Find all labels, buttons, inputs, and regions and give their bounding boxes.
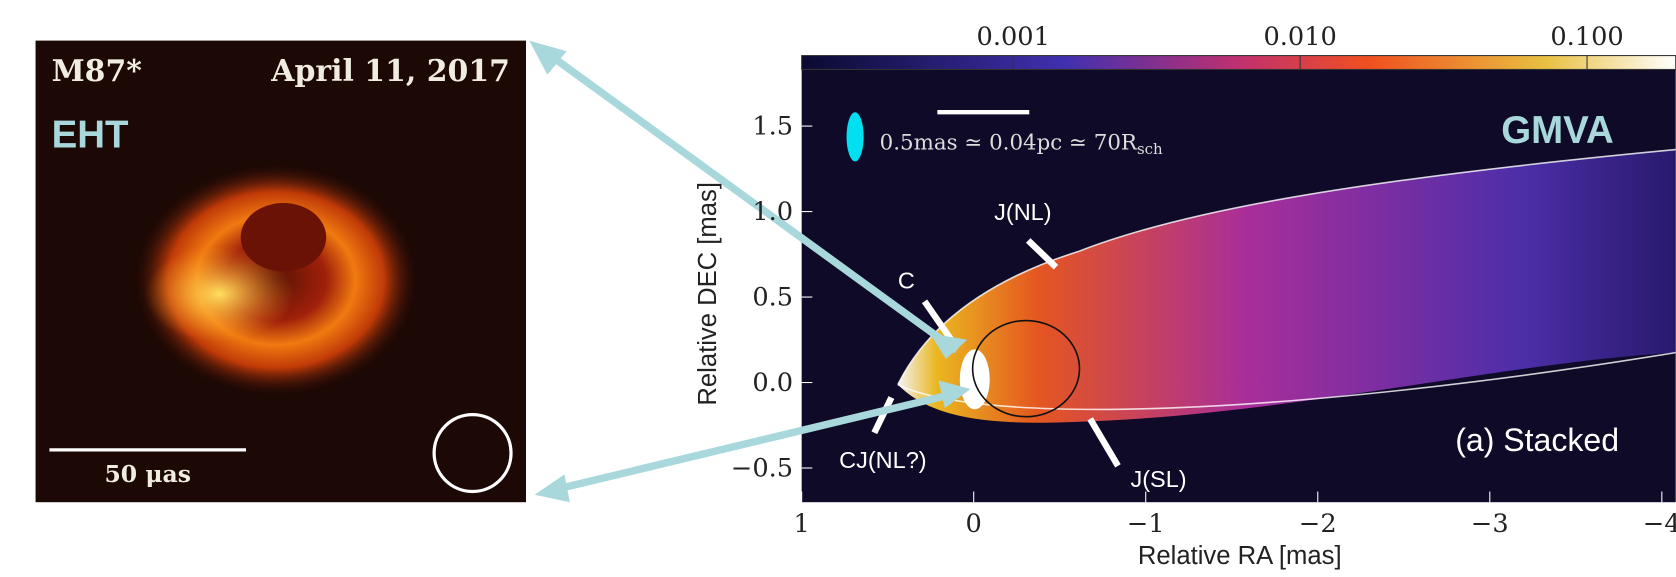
panel-label: (a) Stacked [1455,422,1619,458]
core [959,349,990,410]
colorbar [801,55,1676,70]
scale-note: 0.5mas ≃ 0.04pc ≃ 70Rsch [880,131,1163,158]
connector [555,389,958,494]
jet-emission [897,149,1676,423]
y-tick-label: 0.0 [752,368,793,398]
scale-note-sub: sch [1137,140,1163,158]
colorbar-tick-label: 0.100 [1550,22,1623,52]
scale-note-main: 0.5mas ≃ 0.04pc ≃ 70R [880,131,1138,156]
source-name: M87* [52,54,142,89]
connector [548,52,959,354]
beam [846,112,864,162]
annotation: J(SL) [1130,466,1186,492]
arrowhead [529,40,567,75]
scale-text: 50 μas [104,460,191,488]
annotation: J(NL) [994,199,1051,225]
shadow [240,203,327,272]
x-tick-label: −2 [1299,509,1337,539]
contour [897,148,1676,386]
x-tick-label: −1 [1127,509,1165,539]
arrowhead [929,333,968,360]
colorbar-tick-label: 0.010 [1263,22,1336,52]
contour [971,319,1081,418]
arrowhead [938,380,971,409]
arrow [1087,417,1121,468]
x-tick-label: −4 [1643,509,1676,539]
date: April 11, 2017 [270,54,510,89]
beam [432,412,513,494]
arrow [921,299,954,342]
x-tick-label: −3 [1471,509,1509,539]
y-tick-label: 1.5 [752,112,793,142]
arrow [871,396,895,435]
annotation: CJ(NL?) [839,447,926,473]
gmva-label: GMVA [1501,109,1614,152]
axes: 0.001 0.010 0.100 1.5 1.0 0.5 0.0 −0.51 0 −1 −2 −3 −… [731,22,1676,539]
arrowhead [534,474,570,503]
ring-bright [144,245,295,342]
y-tick-label: −0.5 [731,454,793,484]
x-axis-label: Relative RA [mas] [1138,542,1342,570]
x-tick-label: 1 [794,509,810,539]
annotation-arrows [871,238,1121,468]
annotation: C [898,268,915,294]
y-tick-label: 1.0 [752,197,793,227]
x-tick-label: 0 [966,509,982,539]
colorbar-tick-label: 0.001 [977,22,1050,52]
eht-label: EHT [52,113,129,156]
arrow [1025,238,1059,270]
jet [897,148,1676,423]
y-axis-label: Relative DEC [mas] [694,182,722,406]
connectors [529,40,971,503]
y-tick-label: 0.5 [752,283,793,313]
